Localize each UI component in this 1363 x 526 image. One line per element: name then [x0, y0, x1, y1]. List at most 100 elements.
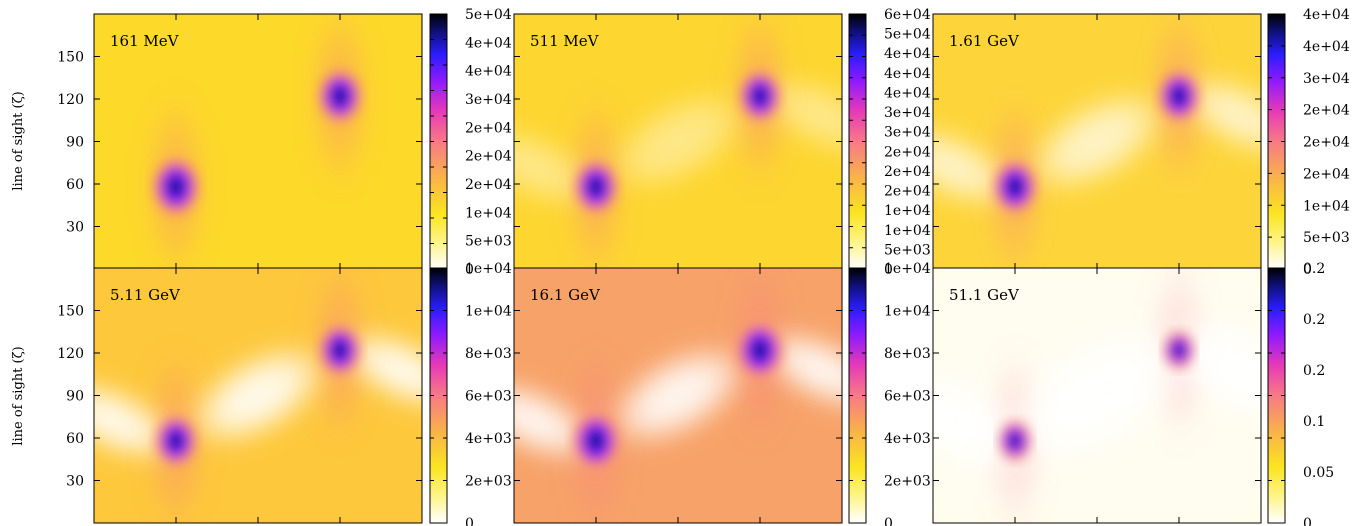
hotspot-2 [737, 67, 783, 125]
colorbar-tick-label: 2e+04 [1303, 135, 1350, 151]
colorbar2-tick-label: 0.2 [1303, 312, 1325, 328]
white-lobe-right [757, 74, 842, 158]
heatmap-area [94, 14, 422, 269]
colorbar-tick-label: 2e+04 [1303, 103, 1350, 119]
colorbar-tick-label: 5e+03 [884, 242, 931, 258]
white-lobe-layer [933, 74, 1261, 209]
colorbar-tick-label: 6e+04 [884, 7, 931, 23]
panel-label: 1.61 GeV [949, 32, 1020, 50]
heatmap-background [94, 14, 422, 269]
colorbar2-tick-label: 0.1 [1303, 414, 1325, 430]
white-lobe-left [514, 125, 599, 209]
panel-3: 1.61 GeV 0 5e+03 1e+04 2e+04 2e+04 2e+04 3e+04 4… [932, 7, 1350, 278]
colorbar-tick-label: 1e+04 [465, 261, 512, 277]
colorbar-tick-label: 1e+04 [1303, 198, 1350, 214]
hotspot-2 [316, 66, 364, 126]
colorbar-tick-label: 5e+03 [465, 234, 512, 250]
colorbar-tick-label: 0 [465, 262, 474, 278]
colorbar-tick-label: 4e+03 [465, 431, 512, 447]
colorbar: 0 5e+03 1e+04 2e+04 2e+04 2e+04 3e+04 4e+04 4e+0… [1267, 7, 1350, 278]
hotspot-1 [572, 157, 620, 217]
colorbar-tick-label: 2e+03 [465, 474, 512, 490]
panel-2: 511 MeV 0 5e+03 1e+04 1e+04 2e+04 2e+04 2e+04 3e… [513, 7, 931, 278]
panels: 30 60 90 120 150 161 MeV 0 5e+03 1e+04 2e+04 2e+04… [57, 7, 1350, 526]
white-lobe-layer [94, 328, 422, 463]
colorbar-tick-label: 1e+04 [884, 261, 931, 277]
y-tick-label: 150 [57, 50, 84, 66]
white-lobe-layer [933, 268, 1261, 523]
hotspot-1 [150, 154, 202, 219]
colorbar-tick-label: 0 [465, 516, 474, 526]
white-lobe-left [514, 379, 599, 463]
heatmap-area [514, 268, 842, 523]
colorbar-tick-label: 4e+04 [884, 66, 931, 82]
colorbar: 05e+011e+022e+022e+022e+023e+0200.050.10… [1267, 261, 1334, 526]
colorbar-tick-label: 8e+03 [884, 346, 931, 362]
colorbar-tick-label: 4e+04 [465, 64, 512, 80]
colorbar-tick-label: 5e+04 [465, 7, 512, 23]
white-lobe-layer [514, 328, 842, 463]
heatmap-area [514, 14, 842, 269]
colorbar-tick-label: 3e+04 [884, 125, 931, 141]
colorbar-tick-label: 2e+04 [884, 144, 931, 160]
colorbar-tick-label: 0 [884, 516, 893, 526]
colorbar: 0 5e+03 1e+04 1e+04 2e+04 2e+04 2e+04 3e+04 3e+0… [848, 7, 931, 278]
colorbar-tick-label: 2e+04 [465, 149, 512, 165]
colorbar-tick-label: 0 [884, 262, 893, 278]
colorbar-tick-label: 2e+04 [884, 164, 931, 180]
heatmap-area [933, 14, 1261, 269]
colorbar-tick-label: 4e+04 [884, 85, 931, 101]
hotspot-1 [997, 418, 1033, 464]
y-tick-label: 30 [66, 220, 84, 236]
colorbar-tick-label: 4e+04 [1303, 7, 1350, 23]
colorbar-tick-label: 0 [1303, 262, 1312, 278]
heatmap-area [94, 268, 422, 523]
panel-label: 16.1 GeV [530, 286, 601, 304]
ylabel-bottom: line of sight (ζ) [11, 346, 26, 445]
colorbar-tick-label: 5e+03 [1303, 230, 1350, 246]
panel-5: 16.1 GeV 0 2e+03 4e+03 6e+03 8e+03 1e+04 1e+04 [513, 261, 931, 526]
colorbar: 0 2e+03 4e+03 6e+03 8e+03 1e+04 1e+04 [848, 261, 931, 526]
hotspot-1 [153, 412, 199, 470]
hotspot-2 [1162, 328, 1196, 372]
y-tick-label: 150 [57, 304, 84, 320]
hotspot-1 [991, 157, 1039, 217]
colorbar2-tick-label: 0 [1303, 516, 1312, 526]
y-tick-label: 60 [66, 431, 84, 447]
white-lobe-center [605, 343, 751, 448]
panel-label: 51.1 GeV [949, 286, 1020, 304]
white-lobe-center [605, 89, 751, 194]
panel-label: 5.11 GeV [110, 286, 181, 304]
colorbar-tick-label: 5e+04 [884, 27, 931, 43]
colorbar-tick-label: 3e+04 [884, 105, 931, 121]
colorbar-tick-label: 2e+04 [465, 177, 512, 193]
white-lobe-right [337, 328, 422, 412]
colorbar2-tick-label: 0.2 [1303, 363, 1325, 379]
panel-label: 511 MeV [530, 32, 600, 50]
colorbar2-tick-label: 0.2 [1303, 261, 1325, 277]
colorbar-tick-label: 1e+04 [884, 304, 931, 320]
y-tick-label: 60 [66, 177, 84, 193]
white-wash [933, 268, 1261, 523]
panel-4: 30 60 90 120 150 5.11 GeV 0 2e+03 4e+03 6e+03 8e+0… [57, 261, 512, 526]
y-tick-label: 120 [57, 346, 84, 362]
hotspot-1 [570, 408, 622, 473]
hotspot-2 [317, 321, 363, 379]
colorbar-tick-label: 8e+03 [465, 346, 512, 362]
colorbar-tick-label: 4e+04 [884, 46, 931, 62]
colorbar-tick-label: 4e+04 [1303, 39, 1350, 55]
panel-1: 30 60 90 120 150 161 MeV 0 5e+03 1e+04 2e+04 2e+04… [57, 7, 512, 278]
hotspot-2 [1156, 67, 1202, 125]
ylabel-top: line of sight (ζ) [11, 91, 26, 190]
white-lobe-left [933, 125, 1018, 209]
colorbar-tick-label: 3e+04 [465, 92, 512, 108]
white-lobe-right [757, 328, 842, 412]
colorbar: 0 5e+03 1e+04 2e+04 2e+04 2e+04 3e+04 4e+04 4e+0… [429, 7, 512, 278]
colorbar-tick-label: 4e+04 [465, 35, 512, 51]
white-lobe-right [1176, 74, 1261, 158]
colorbar: 0 2e+03 4e+03 6e+03 8e+03 1e+04 1e+04 [429, 261, 512, 526]
colorbar-tick-label: 1e+04 [884, 223, 931, 239]
colorbar-tick-label: 2e+04 [1303, 166, 1350, 182]
colorbar-tick-label: 1e+04 [884, 203, 931, 219]
colorbar-tick-label: 3e+04 [1303, 71, 1350, 87]
